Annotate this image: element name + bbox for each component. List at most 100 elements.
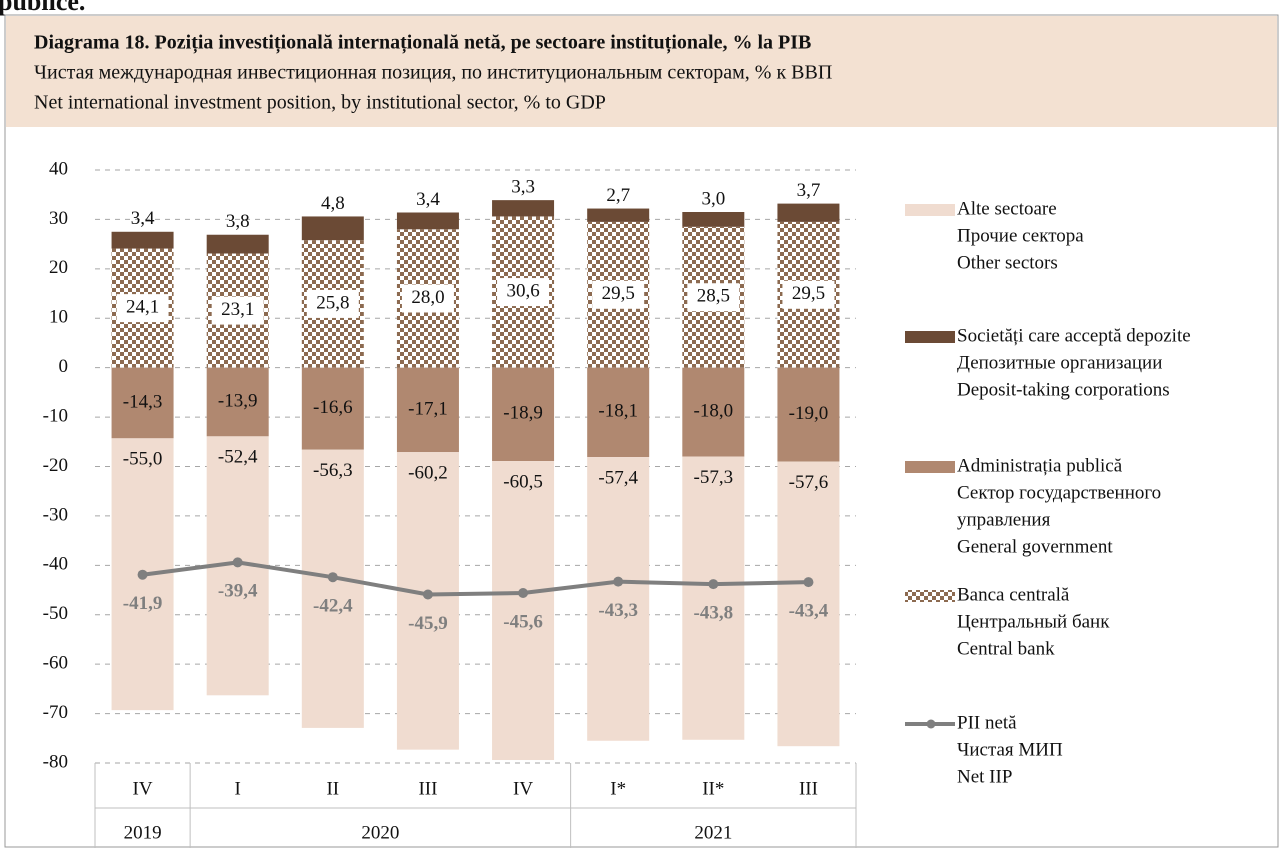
bar-segment xyxy=(396,452,459,750)
header-band xyxy=(6,16,1277,127)
data-label: 3,7 xyxy=(797,180,821,201)
x-tick-label: III xyxy=(418,778,437,799)
y-tick-label: -50 xyxy=(43,603,68,624)
line-marker xyxy=(137,569,148,580)
data-label: 23,1 xyxy=(221,299,254,320)
bar-segment xyxy=(682,212,745,227)
legend-swatch xyxy=(905,331,955,343)
bar-segment xyxy=(206,234,269,254)
legend-swatch xyxy=(926,719,936,729)
chart-subtitle: Чистая международная инвестиционная пози… xyxy=(34,62,832,84)
x-tick-label: III xyxy=(799,778,818,799)
y-tick-label: 0 xyxy=(59,356,69,377)
y-tick-label: -20 xyxy=(43,455,68,476)
data-label: -55,0 xyxy=(123,449,163,470)
label-box xyxy=(592,280,645,309)
legend-label: PII netă xyxy=(957,712,1017,733)
data-label: -18,9 xyxy=(503,403,543,424)
bar-segment xyxy=(777,461,840,747)
y-tick-label: -60 xyxy=(43,653,68,674)
year-label: 2020 xyxy=(361,822,399,843)
year-label: 2019 xyxy=(124,822,162,843)
bar-segment xyxy=(587,208,650,222)
x-tick-label: IV xyxy=(513,778,533,799)
data-label: -19,0 xyxy=(789,403,829,424)
legend-swatch xyxy=(905,204,955,216)
label-box xyxy=(211,296,264,325)
line-marker xyxy=(613,576,624,587)
data-label: -16,6 xyxy=(313,397,353,418)
bar-segment xyxy=(396,367,459,453)
data-label: 3,4 xyxy=(416,189,440,210)
bar-segment xyxy=(111,231,174,249)
line-marker xyxy=(803,577,814,588)
bar-segment xyxy=(301,367,364,450)
y-tick-label: 20 xyxy=(49,257,68,278)
line-marker xyxy=(232,557,243,568)
bar-segment xyxy=(396,212,459,230)
chart-title: Diagrama 18. Poziția investițională inte… xyxy=(34,32,811,55)
bar-segment xyxy=(206,367,269,437)
y-tick-label: -10 xyxy=(43,405,68,426)
bar-segment xyxy=(492,200,555,217)
bar-segment xyxy=(682,456,745,740)
data-label: -39,4 xyxy=(218,581,258,602)
line-marker xyxy=(422,589,433,600)
data-label: 28,5 xyxy=(697,286,730,307)
legend-label: Прочие сектора xyxy=(957,225,1084,246)
data-label: -42,4 xyxy=(313,596,353,617)
bar-segment xyxy=(682,367,745,457)
x-tick-label: I* xyxy=(610,778,626,799)
y-tick-label: 40 xyxy=(49,158,68,179)
bar-segment xyxy=(587,367,650,458)
legend-label: Центральный банк xyxy=(957,611,1110,632)
x-tick-label: II xyxy=(326,778,339,799)
legend-label: General government xyxy=(957,536,1113,557)
data-label: 2,7 xyxy=(606,185,630,206)
legend-label: Societăți care acceptă depozite xyxy=(957,325,1191,346)
legend-label: Alte sectoare xyxy=(957,198,1057,219)
data-label: -60,2 xyxy=(408,463,448,484)
y-tick-label: -70 xyxy=(43,702,68,723)
x-tick-label: I xyxy=(235,778,241,799)
data-label: 29,5 xyxy=(792,283,825,304)
data-label: -60,5 xyxy=(503,471,543,492)
data-label: -57,3 xyxy=(694,467,734,488)
legend-swatch xyxy=(905,461,955,473)
label-box xyxy=(116,294,169,323)
y-tick-label: 10 xyxy=(49,307,68,328)
bar-segment xyxy=(492,461,555,761)
bar-segment xyxy=(111,367,174,439)
data-label: -18,1 xyxy=(598,401,638,422)
data-label: -43,8 xyxy=(694,602,734,623)
y-tick-label: 30 xyxy=(49,208,68,229)
legend-swatch xyxy=(905,590,955,602)
line-marker xyxy=(518,588,529,599)
label-box xyxy=(497,278,550,307)
data-label: 3,4 xyxy=(131,208,155,229)
data-label: -57,6 xyxy=(789,472,829,493)
data-label: 30,6 xyxy=(506,280,539,301)
label-box xyxy=(306,289,359,318)
legend-label: Сектор государственного xyxy=(957,482,1161,503)
bar-segment xyxy=(301,216,364,241)
data-label: -41,9 xyxy=(123,593,163,614)
line-marker xyxy=(708,579,719,590)
legend-label: Чистая МИП xyxy=(957,739,1063,760)
label-box xyxy=(401,284,454,313)
chart-subtitle: Net international investment position, b… xyxy=(34,92,606,114)
label-box xyxy=(782,280,835,309)
data-label: 4,8 xyxy=(321,193,345,214)
data-label: -45,9 xyxy=(408,613,448,634)
x-tick-label: IV xyxy=(133,778,153,799)
data-label: -52,4 xyxy=(218,447,258,468)
y-tick-label: -80 xyxy=(43,751,68,772)
data-label: -56,3 xyxy=(313,460,353,481)
page-top-text: publice. xyxy=(0,0,85,16)
year-label: 2021 xyxy=(694,822,732,843)
legend-label: Other sectors xyxy=(957,252,1058,273)
bar-segment xyxy=(777,203,840,222)
y-tick-label: -40 xyxy=(43,554,68,575)
data-label: 3,8 xyxy=(226,211,250,232)
